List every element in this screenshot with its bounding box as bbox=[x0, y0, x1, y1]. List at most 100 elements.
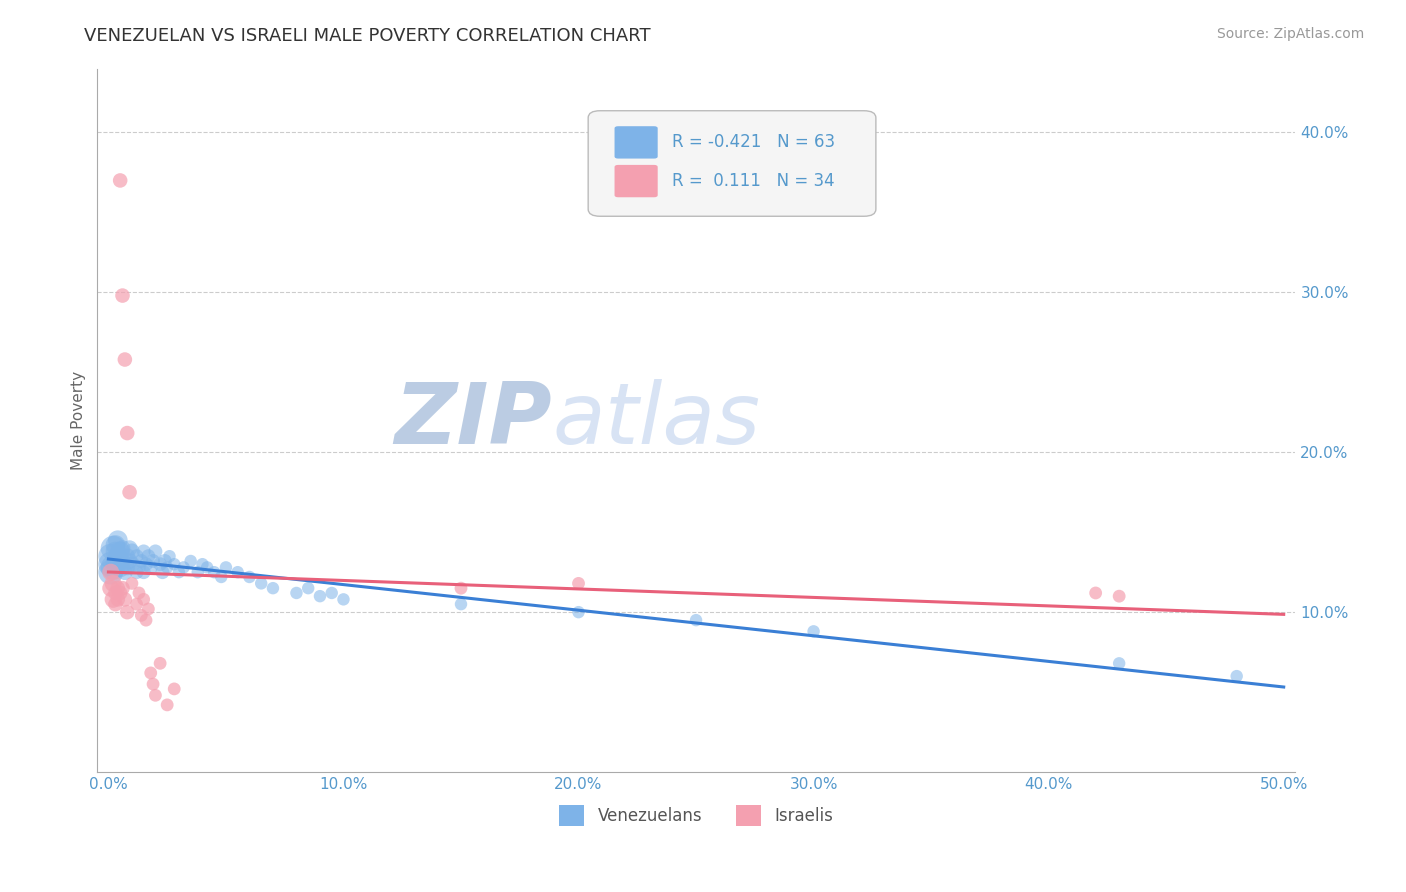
Point bbox=[132, 565, 155, 579]
Point bbox=[167, 565, 190, 579]
Point bbox=[1226, 669, 1249, 683]
Point bbox=[114, 592, 136, 607]
Point bbox=[803, 624, 825, 639]
Text: R =  0.111   N = 34: R = 0.111 N = 34 bbox=[672, 172, 835, 190]
FancyBboxPatch shape bbox=[614, 126, 658, 159]
Point bbox=[173, 560, 195, 574]
Point bbox=[145, 688, 167, 702]
Point bbox=[101, 576, 124, 591]
Point bbox=[567, 605, 589, 619]
Point bbox=[156, 698, 179, 712]
Point bbox=[332, 592, 354, 607]
Point bbox=[450, 581, 472, 595]
Text: ZIP: ZIP bbox=[395, 379, 553, 462]
Point bbox=[114, 557, 136, 571]
Point bbox=[125, 549, 148, 564]
Point bbox=[135, 557, 157, 571]
Point bbox=[107, 549, 129, 564]
Point bbox=[321, 586, 343, 600]
Point bbox=[108, 173, 131, 187]
Point bbox=[121, 576, 143, 591]
Y-axis label: Male Poverty: Male Poverty bbox=[72, 371, 86, 470]
Point bbox=[107, 581, 129, 595]
Point bbox=[191, 557, 214, 571]
Point bbox=[121, 544, 143, 558]
Point bbox=[152, 565, 174, 579]
Point bbox=[309, 589, 332, 603]
Point bbox=[104, 586, 127, 600]
Point bbox=[238, 570, 260, 584]
Point bbox=[114, 565, 136, 579]
Point bbox=[115, 549, 138, 564]
Point bbox=[156, 560, 179, 574]
Text: atlas: atlas bbox=[553, 379, 761, 462]
Point bbox=[125, 565, 148, 579]
Point bbox=[209, 570, 232, 584]
Point bbox=[107, 592, 129, 607]
Point bbox=[250, 576, 273, 591]
Point bbox=[104, 538, 127, 552]
Point bbox=[131, 554, 153, 568]
Point bbox=[149, 657, 172, 671]
Point bbox=[118, 485, 141, 500]
Point bbox=[131, 608, 153, 623]
Point bbox=[139, 665, 162, 680]
Point bbox=[107, 533, 129, 548]
Point bbox=[108, 544, 131, 558]
Point bbox=[262, 581, 284, 595]
Point bbox=[100, 565, 122, 579]
Point bbox=[115, 426, 138, 441]
Point bbox=[135, 613, 157, 627]
Point bbox=[104, 597, 127, 611]
Point bbox=[125, 597, 148, 611]
Point bbox=[118, 554, 141, 568]
Point bbox=[567, 576, 589, 591]
Point bbox=[153, 554, 176, 568]
Point bbox=[159, 549, 181, 564]
Point bbox=[111, 554, 134, 568]
Point bbox=[1084, 586, 1107, 600]
Text: Source: ZipAtlas.com: Source: ZipAtlas.com bbox=[1216, 27, 1364, 41]
Point bbox=[104, 544, 127, 558]
Point bbox=[163, 557, 186, 571]
Point bbox=[128, 586, 150, 600]
Point bbox=[101, 541, 124, 556]
Point bbox=[111, 541, 134, 556]
Point bbox=[202, 565, 225, 579]
Point bbox=[1108, 657, 1130, 671]
Point bbox=[132, 592, 155, 607]
Point bbox=[111, 581, 134, 595]
Point bbox=[450, 597, 472, 611]
Point bbox=[108, 586, 131, 600]
Point bbox=[149, 557, 172, 571]
Point bbox=[111, 288, 134, 302]
Point bbox=[145, 544, 167, 558]
Point bbox=[114, 352, 136, 367]
Point bbox=[215, 560, 238, 574]
Point bbox=[100, 549, 122, 564]
Point bbox=[142, 554, 165, 568]
FancyBboxPatch shape bbox=[588, 111, 876, 216]
Point bbox=[180, 554, 202, 568]
Point bbox=[1108, 589, 1130, 603]
Point bbox=[163, 681, 186, 696]
Point bbox=[139, 560, 162, 574]
Point bbox=[101, 592, 124, 607]
FancyBboxPatch shape bbox=[614, 165, 658, 197]
Legend: Venezuelans, Israelis: Venezuelans, Israelis bbox=[551, 797, 841, 834]
Point bbox=[115, 560, 138, 574]
Point bbox=[108, 560, 131, 574]
Point bbox=[297, 581, 319, 595]
Point bbox=[195, 560, 218, 574]
Point bbox=[104, 557, 127, 571]
Text: VENEZUELAN VS ISRAELI MALE POVERTY CORRELATION CHART: VENEZUELAN VS ISRAELI MALE POVERTY CORRE… bbox=[84, 27, 651, 45]
Point bbox=[118, 541, 141, 556]
Point bbox=[142, 677, 165, 691]
Point bbox=[115, 605, 138, 619]
Point bbox=[132, 544, 155, 558]
Text: R = -0.421   N = 63: R = -0.421 N = 63 bbox=[672, 134, 835, 152]
Point bbox=[128, 560, 150, 574]
Point bbox=[100, 557, 122, 571]
Point bbox=[121, 557, 143, 571]
Point bbox=[685, 613, 707, 627]
